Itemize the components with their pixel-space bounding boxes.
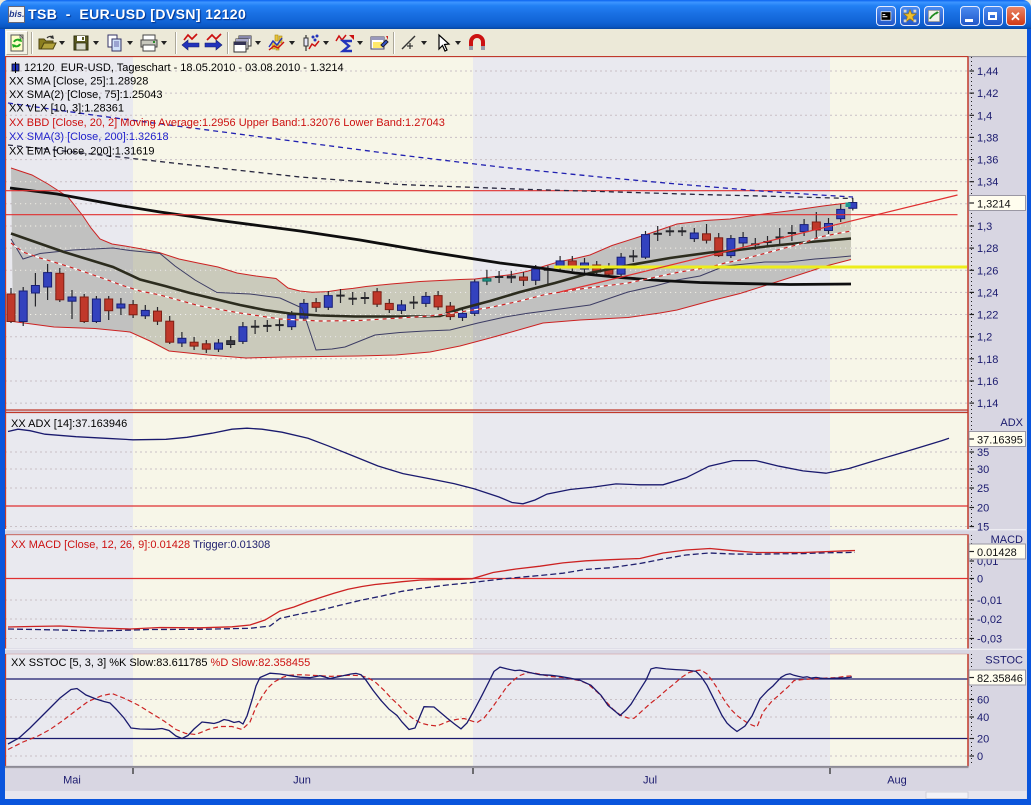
svg-text:XX ADX [14]:37.163946: XX ADX [14]:37.163946 bbox=[11, 418, 127, 430]
svg-text:1,44: 1,44 bbox=[977, 66, 998, 78]
svg-text:1,22: 1,22 bbox=[977, 310, 998, 322]
svg-text:1,38: 1,38 bbox=[977, 132, 998, 144]
svg-text:1,24: 1,24 bbox=[977, 287, 998, 299]
svg-text:35: 35 bbox=[977, 447, 989, 459]
svg-text:XX SMA [Close, 25]:1.28928: XX SMA [Close, 25]:1.28928 bbox=[9, 76, 148, 88]
svg-text:XX EMA [Close, 200]:1.31619: XX EMA [Close, 200]:1.31619 bbox=[9, 146, 155, 158]
svg-text:MACD: MACD bbox=[991, 534, 1023, 546]
svg-text:1,18: 1,18 bbox=[977, 354, 998, 366]
svg-text:1,2: 1,2 bbox=[977, 332, 992, 344]
svg-text:1,42: 1,42 bbox=[977, 88, 998, 100]
svg-text:20: 20 bbox=[977, 503, 989, 515]
svg-text:0: 0 bbox=[977, 574, 983, 586]
svg-text:Jul: Jul bbox=[643, 775, 657, 787]
svg-text:XX BBD [Close, 20, 2] Moving A: XX BBD [Close, 20, 2] Moving Average:1.2… bbox=[9, 117, 445, 129]
svg-text:12120 EUR-USD, Tageschart - 1: 12120 EUR-USD, Tageschart - 18.05.2010 -… bbox=[24, 62, 344, 74]
svg-text:XX MACD [Close, 12, 26, 9]:0.0: XX MACD [Close, 12, 26, 9]:0.01428 Trigg… bbox=[11, 539, 270, 551]
svg-text:1,4: 1,4 bbox=[977, 110, 992, 122]
svg-text:Mai: Mai bbox=[63, 775, 81, 787]
svg-text:37.16395: 37.16395 bbox=[977, 435, 1023, 447]
svg-text:0.01428: 0.01428 bbox=[977, 547, 1017, 559]
svg-text:40: 40 bbox=[977, 712, 989, 724]
svg-text:XX SMA(2) [Close, 75]:1.25043: XX SMA(2) [Close, 75]:1.25043 bbox=[9, 89, 162, 101]
svg-text:1,16: 1,16 bbox=[977, 376, 998, 388]
svg-text:XX VLX [10, 3]:1.28361: XX VLX [10, 3]:1.28361 bbox=[9, 103, 124, 115]
svg-text:ADX: ADX bbox=[1000, 417, 1023, 429]
svg-text:60: 60 bbox=[977, 695, 989, 707]
svg-text:1,3: 1,3 bbox=[977, 221, 992, 233]
svg-text:1,14: 1,14 bbox=[977, 398, 998, 410]
svg-text:Aug: Aug bbox=[887, 775, 907, 787]
svg-text:1,34: 1,34 bbox=[977, 177, 998, 189]
svg-text:Jun: Jun bbox=[293, 775, 311, 787]
svg-text:1,26: 1,26 bbox=[977, 265, 998, 277]
svg-text:82.35846: 82.35846 bbox=[977, 673, 1023, 685]
svg-text:15: 15 bbox=[977, 522, 989, 534]
svg-text:SSTOC: SSTOC bbox=[985, 655, 1023, 667]
svg-text:1,28: 1,28 bbox=[977, 243, 998, 255]
svg-text:1,36: 1,36 bbox=[977, 155, 998, 167]
svg-text:XX SMA(3) [Close, 200]:1.32618: XX SMA(3) [Close, 200]:1.32618 bbox=[9, 131, 169, 143]
svg-text:-0,01: -0,01 bbox=[977, 595, 1002, 607]
svg-text:XX SSTOC [5, 3, 3] %K Slow:83.: XX SSTOC [5, 3, 3] %K Slow:83.611785 %D … bbox=[11, 657, 310, 669]
svg-text:0: 0 bbox=[977, 751, 983, 763]
svg-text:-0,03: -0,03 bbox=[977, 634, 1002, 646]
svg-text:25: 25 bbox=[977, 483, 989, 495]
svg-text:30: 30 bbox=[977, 464, 989, 476]
svg-text:-0,02: -0,02 bbox=[977, 614, 1002, 626]
svg-text:20: 20 bbox=[977, 734, 989, 746]
svg-text:1,3214: 1,3214 bbox=[977, 199, 1011, 211]
